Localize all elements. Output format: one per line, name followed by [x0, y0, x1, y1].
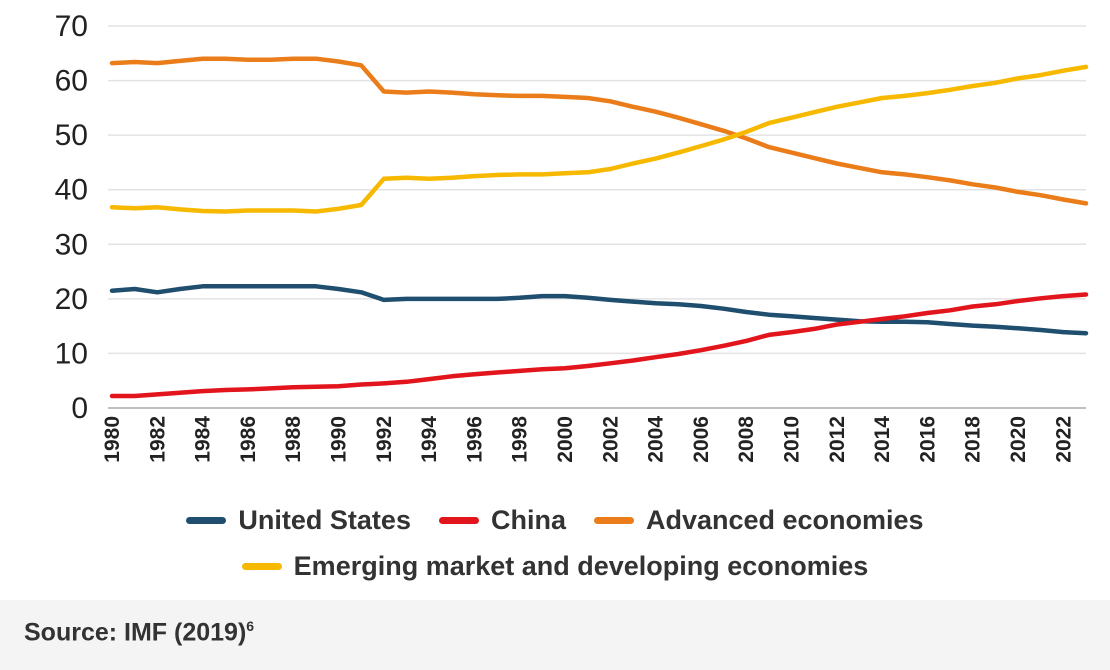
- x-tick-label: 2008: [735, 416, 758, 463]
- y-tick-label: 40: [55, 174, 88, 207]
- legend-label: China: [490, 505, 566, 535]
- x-tick-label: 1994: [418, 416, 441, 463]
- legend-item: China: [438, 505, 566, 536]
- legend-label: Emerging market and developing economies: [293, 551, 869, 581]
- x-axis-ticks: 1980 1982 1984 1986 1988 1990 1992 1994 1996 1998…: [101, 416, 1075, 463]
- legend-item: United States: [186, 505, 411, 536]
- series-line-emerging-market-and-developing-economies: [109, 64, 1089, 214]
- x-tick-label: 1980: [101, 416, 124, 463]
- y-tick-label: 60: [55, 65, 88, 98]
- legend-swatch: [241, 563, 282, 570]
- x-tick-label: 1986: [237, 416, 260, 463]
- x-tick-label: 1982: [146, 416, 169, 463]
- x-tick-label: 2002: [599, 416, 622, 463]
- x-tick-label: 1998: [509, 416, 532, 463]
- y-tick-label: 50: [55, 119, 88, 152]
- x-tick-label: 1996: [463, 416, 486, 463]
- legend-item: Emerging market and developing economies: [241, 551, 869, 582]
- x-tick-label: 1984: [192, 416, 215, 463]
- x-tick-label: 2020: [1007, 416, 1030, 463]
- y-axis-ticks: 0 10 20 30 40 50 60 70: [55, 10, 88, 425]
- x-tick-label: 2022: [1052, 416, 1075, 463]
- gridlines: [108, 25, 1086, 409]
- x-tick-label: 2016: [916, 416, 939, 463]
- series-line-advanced-economies: [109, 56, 1089, 206]
- series-line-china: [109, 292, 1089, 399]
- legend-item: Advanced economies: [593, 505, 924, 536]
- legend-swatch: [593, 517, 634, 524]
- legend-swatch: [186, 517, 227, 524]
- x-tick-label: 2010: [781, 416, 804, 463]
- legend-label: Advanced economies: [645, 505, 924, 535]
- x-tick-label: 2000: [554, 416, 577, 463]
- legend-row: Emerging market and developing economies: [0, 551, 1110, 582]
- source-text: Source: IMF (2019): [24, 618, 247, 647]
- x-tick-label: 1992: [373, 416, 396, 463]
- x-tick-label: 2012: [826, 416, 849, 463]
- y-tick-label: 70: [55, 10, 88, 43]
- source-note: Source: IMF (2019)6: [24, 618, 254, 647]
- x-tick-label: 1990: [328, 416, 351, 463]
- series-line-united-states: [109, 284, 1089, 336]
- y-tick-label: 0: [71, 392, 88, 425]
- x-tick-label: 2018: [962, 416, 985, 463]
- y-tick-label: 20: [55, 283, 88, 316]
- x-tick-label: 2006: [690, 416, 713, 463]
- source-footnote: 6: [246, 618, 255, 634]
- x-tick-label: 2014: [871, 416, 894, 463]
- legend-label: United States: [238, 505, 411, 535]
- legend-row: United States China Advanced economies: [0, 505, 1110, 536]
- line-chart: 0 10 20 30 40 50 60 70 1980 1982 1984 1986 1988 1990…: [55, 10, 1089, 463]
- y-tick-label: 30: [55, 228, 88, 261]
- x-tick-label: 2004: [645, 416, 668, 463]
- footer-band: [0, 600, 1110, 670]
- y-tick-label: 10: [55, 337, 88, 370]
- series-lines: [109, 56, 1089, 399]
- legend-swatch: [438, 517, 479, 524]
- x-tick-label: 1988: [282, 416, 305, 463]
